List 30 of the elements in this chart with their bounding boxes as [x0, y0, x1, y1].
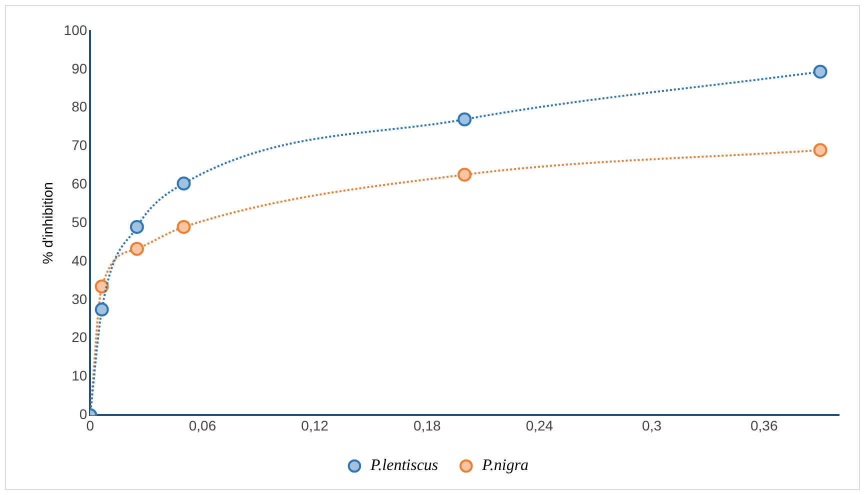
- point: [813, 64, 828, 79]
- x-tick-label: 0,24: [526, 417, 554, 434]
- y-tick-label: 70: [72, 137, 88, 154]
- x-tick-label: 0,12: [301, 417, 329, 434]
- point: [458, 168, 472, 182]
- x-tick-label: 0,18: [414, 417, 441, 434]
- point: [813, 143, 828, 158]
- legend-label: P.nigra: [481, 457, 529, 474]
- y-tick-label: 60: [72, 176, 88, 192]
- y-tick-label: 100: [64, 22, 88, 38]
- y-tick-label: 90: [72, 60, 88, 76]
- x-tick-label: 0,3: [642, 417, 662, 434]
- x-tick-label: 0,36: [750, 417, 778, 434]
- point: [130, 242, 144, 256]
- y-tick-label: 10: [72, 368, 88, 384]
- point: [94, 279, 109, 294]
- point: [130, 220, 144, 234]
- y-tick-label: 40: [72, 252, 88, 268]
- x-tick-label: 0,06: [188, 417, 216, 434]
- y-tick-label: 30: [72, 290, 88, 307]
- point: [94, 302, 109, 317]
- y-tick-label: 80: [72, 98, 88, 115]
- y-tick-label: 50: [72, 214, 88, 230]
- point: [458, 112, 472, 126]
- point: [176, 220, 191, 234]
- legend-label: P.lentiscus: [369, 457, 438, 474]
- point: [176, 176, 191, 191]
- y-axis-title: % d'inhibition: [39, 182, 56, 264]
- y-tick-label: 0: [79, 406, 88, 422]
- y-tick-label: 20: [72, 329, 88, 346]
